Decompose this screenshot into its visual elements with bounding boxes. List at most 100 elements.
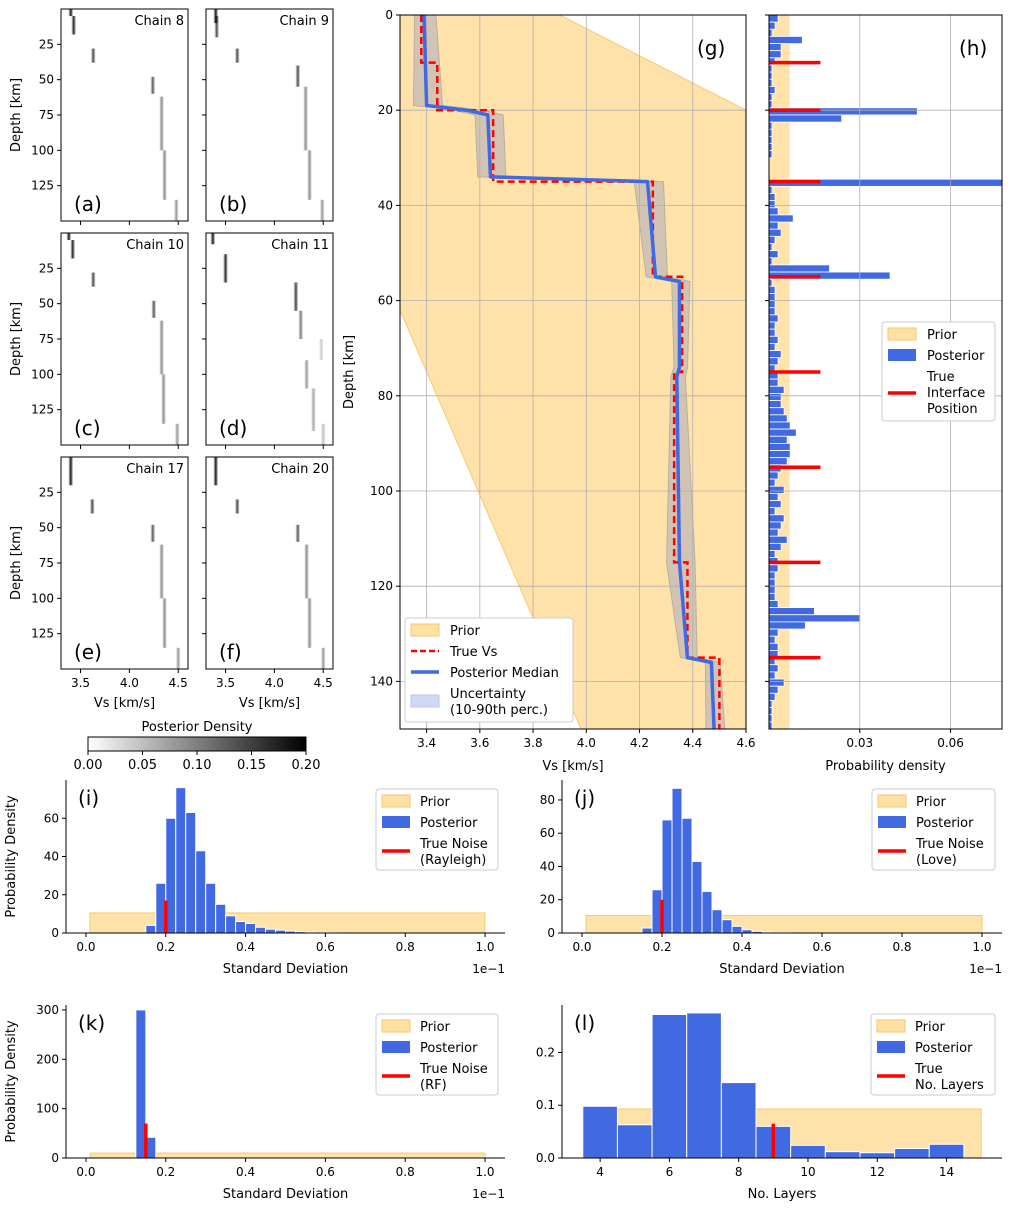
x-axis-label: Standard Deviation: [223, 962, 348, 977]
y-tick-label: 60: [540, 826, 555, 840]
posterior-bar: [769, 593, 775, 600]
density-blob: [151, 301, 156, 318]
posterior-bar: [769, 222, 778, 229]
legend-label: (Rayleigh): [420, 853, 486, 868]
legend-label: Prior: [915, 1020, 946, 1035]
posterior-bar: [712, 910, 722, 933]
density-blob: [175, 424, 180, 445]
legend-label: (10-90th perc.): [450, 703, 548, 718]
colorbar-title: Posterior Density: [141, 720, 252, 735]
y-tick-label: 25: [39, 37, 54, 51]
x-tick-label: 0.0: [572, 940, 591, 954]
x-tick-label: 4.0: [577, 736, 596, 750]
panel-label: (i): [78, 786, 99, 810]
posterior-bar: [769, 622, 805, 629]
legend-band-swatch: [411, 695, 439, 707]
x-tick-label: 0.4: [236, 1165, 255, 1179]
y-axis-label: Depth [km]: [342, 335, 357, 409]
axes-frame: [206, 9, 333, 221]
x-tick-label: 0.2: [156, 1165, 175, 1179]
y-tick-label: 60: [378, 294, 393, 308]
legend-label: Posterior: [420, 816, 478, 831]
x-tick-label: 3.8: [524, 736, 543, 750]
posterior-bar: [769, 51, 781, 58]
x-tick-label: 4.0: [120, 676, 139, 690]
legend-label: Posterior: [915, 1041, 973, 1056]
legend-label: No. Layers: [915, 1078, 984, 1093]
legend-label: True Vs: [449, 645, 498, 660]
y-tick-label: 125: [31, 627, 54, 641]
x-tick-label: 4.2: [630, 736, 649, 750]
x-tick-label: 3.6: [470, 736, 489, 750]
panel-label: (b): [219, 192, 247, 216]
legend-label: Prior: [927, 328, 958, 343]
density-blob: [304, 545, 309, 599]
posterior-bar: [769, 201, 775, 208]
posterior-bar: [769, 358, 778, 365]
legend-prior-swatch: [888, 328, 916, 340]
legend-label: Prior: [420, 795, 451, 810]
posterior-bar: [769, 379, 778, 386]
x-axis-label: Vs [km/s]: [239, 696, 300, 711]
density-blob: [91, 49, 96, 63]
posterior-bar: [769, 522, 781, 529]
legend-prior-swatch: [411, 624, 439, 636]
x-axis-label: Standard Deviation: [223, 1187, 348, 1202]
density-blob: [150, 525, 155, 542]
density-blob: [320, 200, 325, 221]
x-tick-label: 0.4: [236, 940, 255, 954]
x-tick-label: 0.0: [76, 940, 95, 954]
legend-posterior-swatch: [382, 816, 410, 828]
posterior-bar: [769, 22, 775, 29]
posterior-bar: [769, 551, 775, 558]
x-axis-label: Probability density: [825, 759, 946, 774]
posterior-bar: [769, 543, 781, 550]
posterior-bar: [769, 600, 778, 607]
posterior-bar: [769, 36, 802, 43]
chain-title: Chain 20: [271, 462, 329, 477]
posterior-bar: [769, 686, 778, 693]
legend-label: Position: [927, 402, 978, 417]
posterior-bar: [246, 923, 256, 933]
x-tick-label: 0.8: [892, 940, 911, 954]
posterior-bar: [769, 293, 775, 300]
density-blob: [293, 282, 298, 310]
posterior-bar: [769, 508, 775, 515]
x-tick-label: 1.0: [475, 1165, 494, 1179]
posterior-bar: [682, 818, 692, 933]
x-tick-label: 0.6: [316, 940, 335, 954]
x-tick-label: 10: [800, 1165, 815, 1179]
x-tick-label: 0.2: [156, 940, 175, 954]
y-tick-label: 120: [370, 579, 393, 593]
y-tick-label: 0: [385, 8, 393, 22]
posterior-bar: [226, 916, 236, 933]
legend-label: Prior: [916, 795, 947, 810]
x-tick-label: 3.5: [216, 676, 235, 690]
posterior-bar: [769, 229, 781, 236]
y-tick-label: 50: [39, 521, 54, 535]
posterior-bar: [266, 929, 276, 933]
colorbar-tick-label: 0.00: [74, 758, 103, 773]
x-tick-label: 12: [870, 1165, 885, 1179]
density-blob: [321, 424, 326, 445]
posterior-bar: [769, 693, 775, 700]
posterior-bar: [769, 536, 787, 543]
density-blob: [91, 273, 96, 287]
colorbar-tick-label: 0.10: [183, 758, 212, 773]
y-tick-label: 50: [39, 73, 54, 87]
posterior-bar: [825, 1152, 860, 1158]
legend-label: Posterior: [420, 1041, 478, 1056]
posterior-bar: [176, 788, 186, 933]
legend-label: Posterior: [916, 816, 974, 831]
legend-label: (RF): [420, 1078, 447, 1093]
x-tick-label: 4.4: [683, 736, 702, 750]
density-blob: [321, 648, 326, 669]
legend-label: Uncertainty: [450, 687, 526, 702]
x-tick-label: 8: [735, 1165, 743, 1179]
density-blob: [223, 254, 228, 282]
colorbar-tick-label: 0.15: [237, 758, 266, 773]
posterior-bar: [256, 927, 266, 933]
x-tick-label: 1.0: [972, 940, 991, 954]
